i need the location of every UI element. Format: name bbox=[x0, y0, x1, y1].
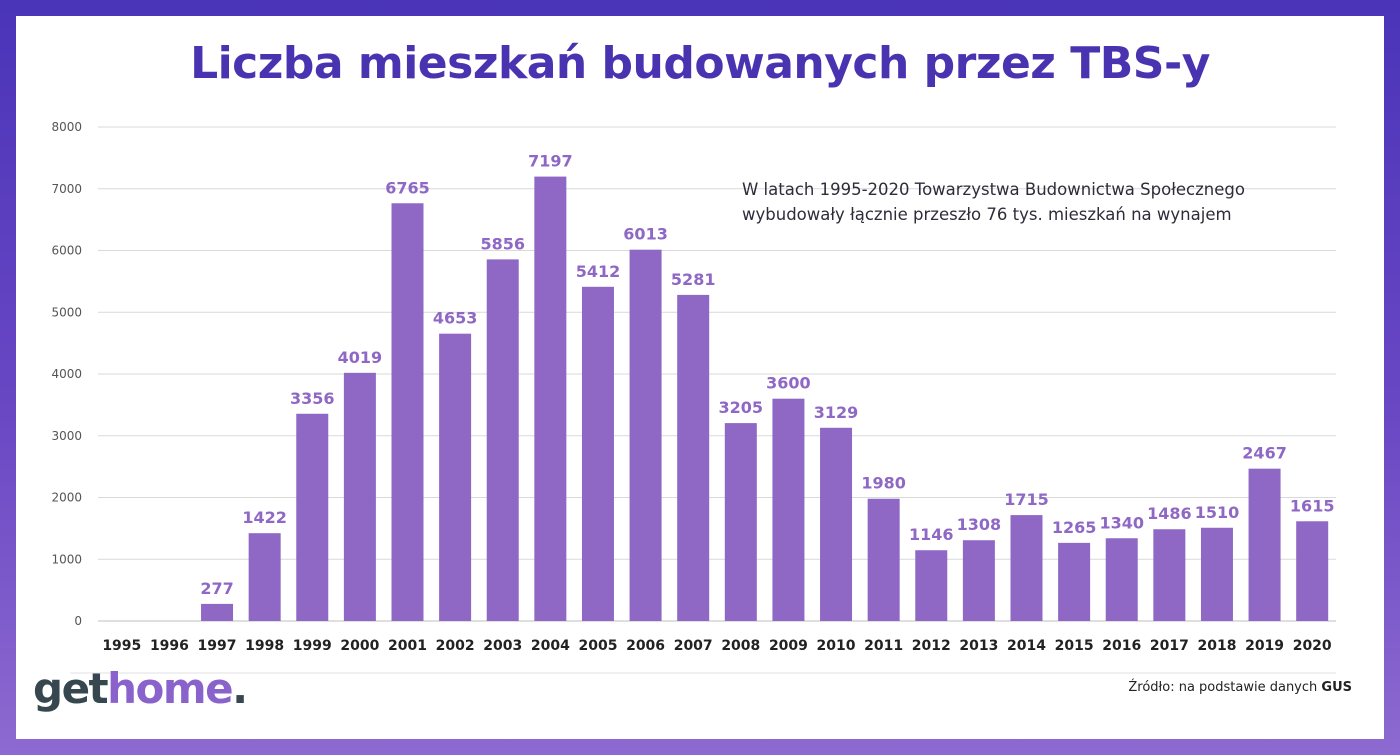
bar bbox=[296, 413, 329, 621]
y-tick-label: 5000 bbox=[51, 305, 82, 319]
x-tick-label: 2018 bbox=[1197, 638, 1236, 654]
x-tick-label: 2010 bbox=[817, 638, 856, 654]
bar bbox=[486, 259, 519, 621]
data-label: 4653 bbox=[433, 309, 478, 328]
bar bbox=[1248, 468, 1281, 621]
x-tick-label: 2013 bbox=[959, 638, 998, 654]
y-tick-label: 2000 bbox=[51, 491, 82, 505]
bar bbox=[820, 427, 853, 621]
bar bbox=[629, 249, 662, 621]
bar bbox=[201, 603, 234, 621]
annotation-line-2: wybudowały łącznie przeszło 76 tys. mies… bbox=[742, 205, 1232, 224]
data-label: 5412 bbox=[576, 262, 621, 281]
x-tick-label: 1999 bbox=[293, 638, 332, 654]
data-label: 2467 bbox=[1242, 444, 1287, 463]
data-label: 1715 bbox=[1004, 490, 1049, 509]
bar bbox=[1153, 529, 1186, 621]
bar bbox=[724, 423, 757, 621]
bar bbox=[867, 498, 900, 621]
x-tick-label: 2014 bbox=[1007, 638, 1046, 654]
data-label: 1340 bbox=[1099, 513, 1144, 532]
y-tick-label: 6000 bbox=[51, 244, 82, 258]
x-tick-label: 2002 bbox=[436, 638, 475, 654]
y-tick-label: 4000 bbox=[51, 367, 82, 381]
data-label: 1265 bbox=[1052, 518, 1097, 537]
x-tick-label: 1997 bbox=[198, 638, 237, 654]
x-tick-label: 2004 bbox=[531, 638, 570, 654]
y-tick-label: 8000 bbox=[51, 120, 82, 134]
x-tick-label: 2008 bbox=[721, 638, 760, 654]
bar bbox=[248, 533, 281, 621]
source-name: GUS bbox=[1321, 680, 1352, 695]
bar bbox=[915, 550, 948, 621]
y-tick-label: 3000 bbox=[51, 429, 82, 443]
y-tick-label: 0 bbox=[74, 614, 82, 628]
x-tick-label: 1998 bbox=[245, 638, 284, 654]
data-label: 1308 bbox=[957, 515, 1002, 534]
x-tick-label: 1996 bbox=[150, 638, 189, 654]
x-tick-label: 2015 bbox=[1055, 638, 1094, 654]
data-label: 6765 bbox=[385, 178, 430, 197]
x-tick-label: 2003 bbox=[483, 638, 522, 654]
chart-annotation: W latach 1995-2020 Towarzystwa Budownict… bbox=[742, 177, 1322, 227]
data-label: 1615 bbox=[1290, 496, 1335, 515]
data-label: 5856 bbox=[480, 234, 525, 253]
data-label: 3600 bbox=[766, 374, 811, 393]
bar bbox=[581, 286, 614, 621]
data-label: 4019 bbox=[338, 348, 383, 367]
bar bbox=[1200, 527, 1233, 621]
source-note: Źródło: na podstawie danych GUS bbox=[1128, 680, 1352, 695]
x-tick-label: 2012 bbox=[912, 638, 951, 654]
annotation-line-1: W latach 1995-2020 Towarzystwa Budownict… bbox=[742, 180, 1245, 199]
data-label: 1146 bbox=[909, 525, 954, 544]
bar bbox=[1296, 521, 1329, 621]
bar bbox=[1010, 515, 1043, 621]
source-prefix: Źródło: na podstawie danych bbox=[1128, 680, 1322, 695]
logo-home: home bbox=[107, 664, 234, 713]
x-tick-label: 2017 bbox=[1150, 638, 1189, 654]
logo-get: get bbox=[33, 664, 109, 713]
x-tick-label: 2016 bbox=[1102, 638, 1141, 654]
logo-dot: . bbox=[232, 664, 248, 713]
y-tick-label: 1000 bbox=[51, 552, 82, 566]
x-tick-label: 2009 bbox=[769, 638, 808, 654]
data-label: 3356 bbox=[290, 389, 335, 408]
x-tick-label: 2020 bbox=[1293, 638, 1332, 654]
x-tick-label: 1995 bbox=[102, 638, 141, 654]
data-label: 1980 bbox=[861, 474, 906, 493]
x-tick-label: 2000 bbox=[340, 638, 379, 654]
data-label: 1486 bbox=[1147, 504, 1192, 523]
x-tick-label: 2006 bbox=[626, 638, 665, 654]
y-tick-label: 7000 bbox=[51, 182, 82, 196]
data-label: 1510 bbox=[1195, 503, 1240, 522]
bar bbox=[772, 398, 805, 621]
bar bbox=[391, 203, 424, 622]
x-tick-label: 2007 bbox=[674, 638, 713, 654]
bar bbox=[1105, 538, 1138, 621]
x-tick-label: 2005 bbox=[578, 638, 617, 654]
data-label: 1422 bbox=[242, 508, 287, 527]
bar bbox=[343, 372, 376, 621]
x-tick-label: 2019 bbox=[1245, 638, 1284, 654]
bar bbox=[962, 540, 995, 621]
data-label: 277 bbox=[200, 579, 233, 598]
x-tick-label: 2001 bbox=[388, 638, 427, 654]
data-label: 7197 bbox=[528, 152, 573, 171]
bar bbox=[534, 176, 567, 621]
gethome-logo[interactable]: gethome. bbox=[33, 664, 248, 713]
x-tick-label: 2011 bbox=[864, 638, 903, 654]
chart-title: Liczba mieszkań budowanych przez TBS-y bbox=[190, 38, 1210, 89]
data-label: 3205 bbox=[719, 398, 764, 417]
bar bbox=[439, 333, 472, 621]
bar bbox=[677, 294, 710, 621]
data-label: 5281 bbox=[671, 270, 716, 289]
data-label: 3129 bbox=[814, 403, 859, 422]
bar bbox=[1058, 542, 1091, 621]
data-label: 6013 bbox=[623, 225, 668, 244]
